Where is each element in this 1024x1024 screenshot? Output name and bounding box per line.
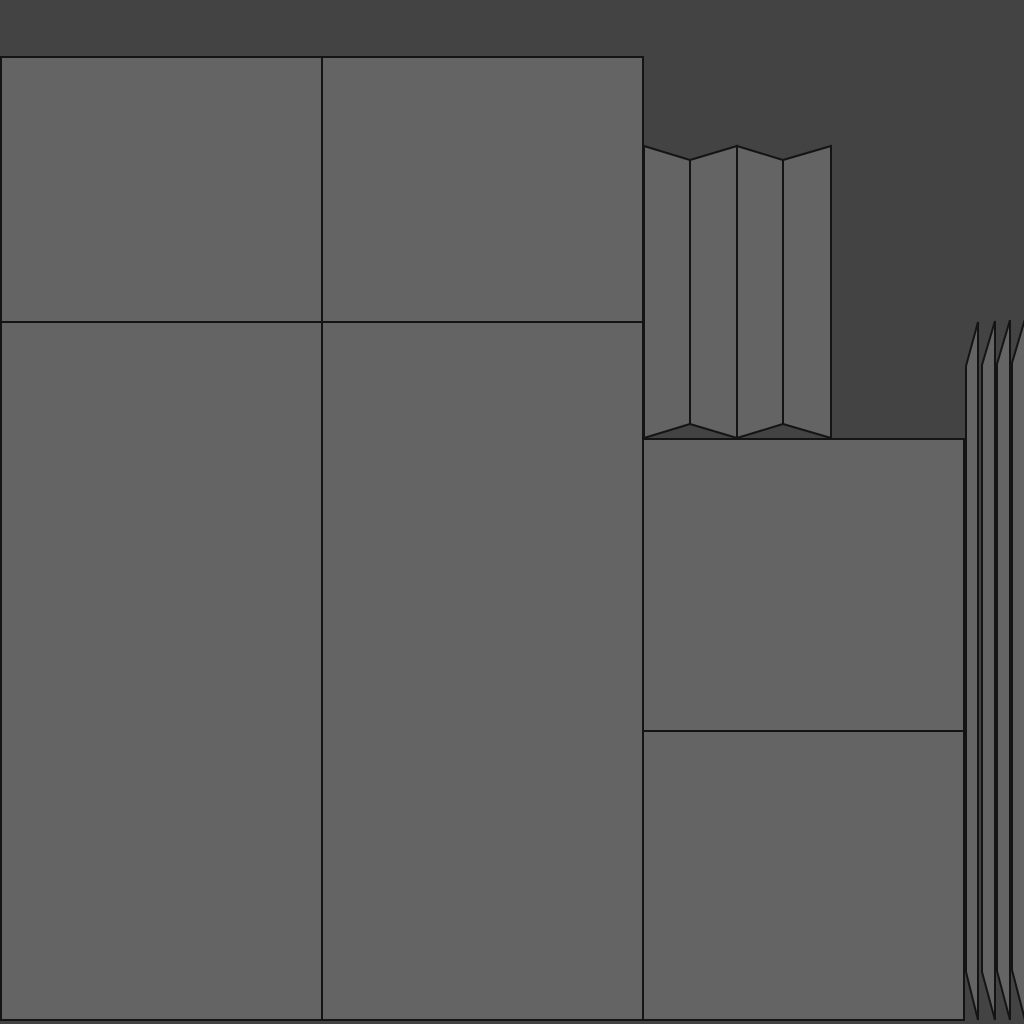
panel-grid-cell-bottom-left	[0, 321, 323, 1021]
panel-grid-cell-bottom-right	[321, 321, 644, 1021]
panel-grid-cell-top-right	[321, 56, 644, 323]
blade-strip-2	[981, 320, 996, 1021]
middle-rect-lower	[642, 730, 965, 1021]
accordion-fold-1	[643, 144, 691, 440]
accordion-fold-4	[782, 144, 832, 440]
accordion-fold-2	[689, 144, 738, 440]
accordion-fold-3	[736, 144, 784, 440]
blade-strip-3	[996, 319, 1011, 1021]
middle-rect-upper	[642, 438, 965, 732]
blade-strip-1	[965, 321, 979, 1021]
panel-grid-cell-top-left	[0, 56, 323, 323]
blade-strip-4	[1011, 318, 1024, 1021]
